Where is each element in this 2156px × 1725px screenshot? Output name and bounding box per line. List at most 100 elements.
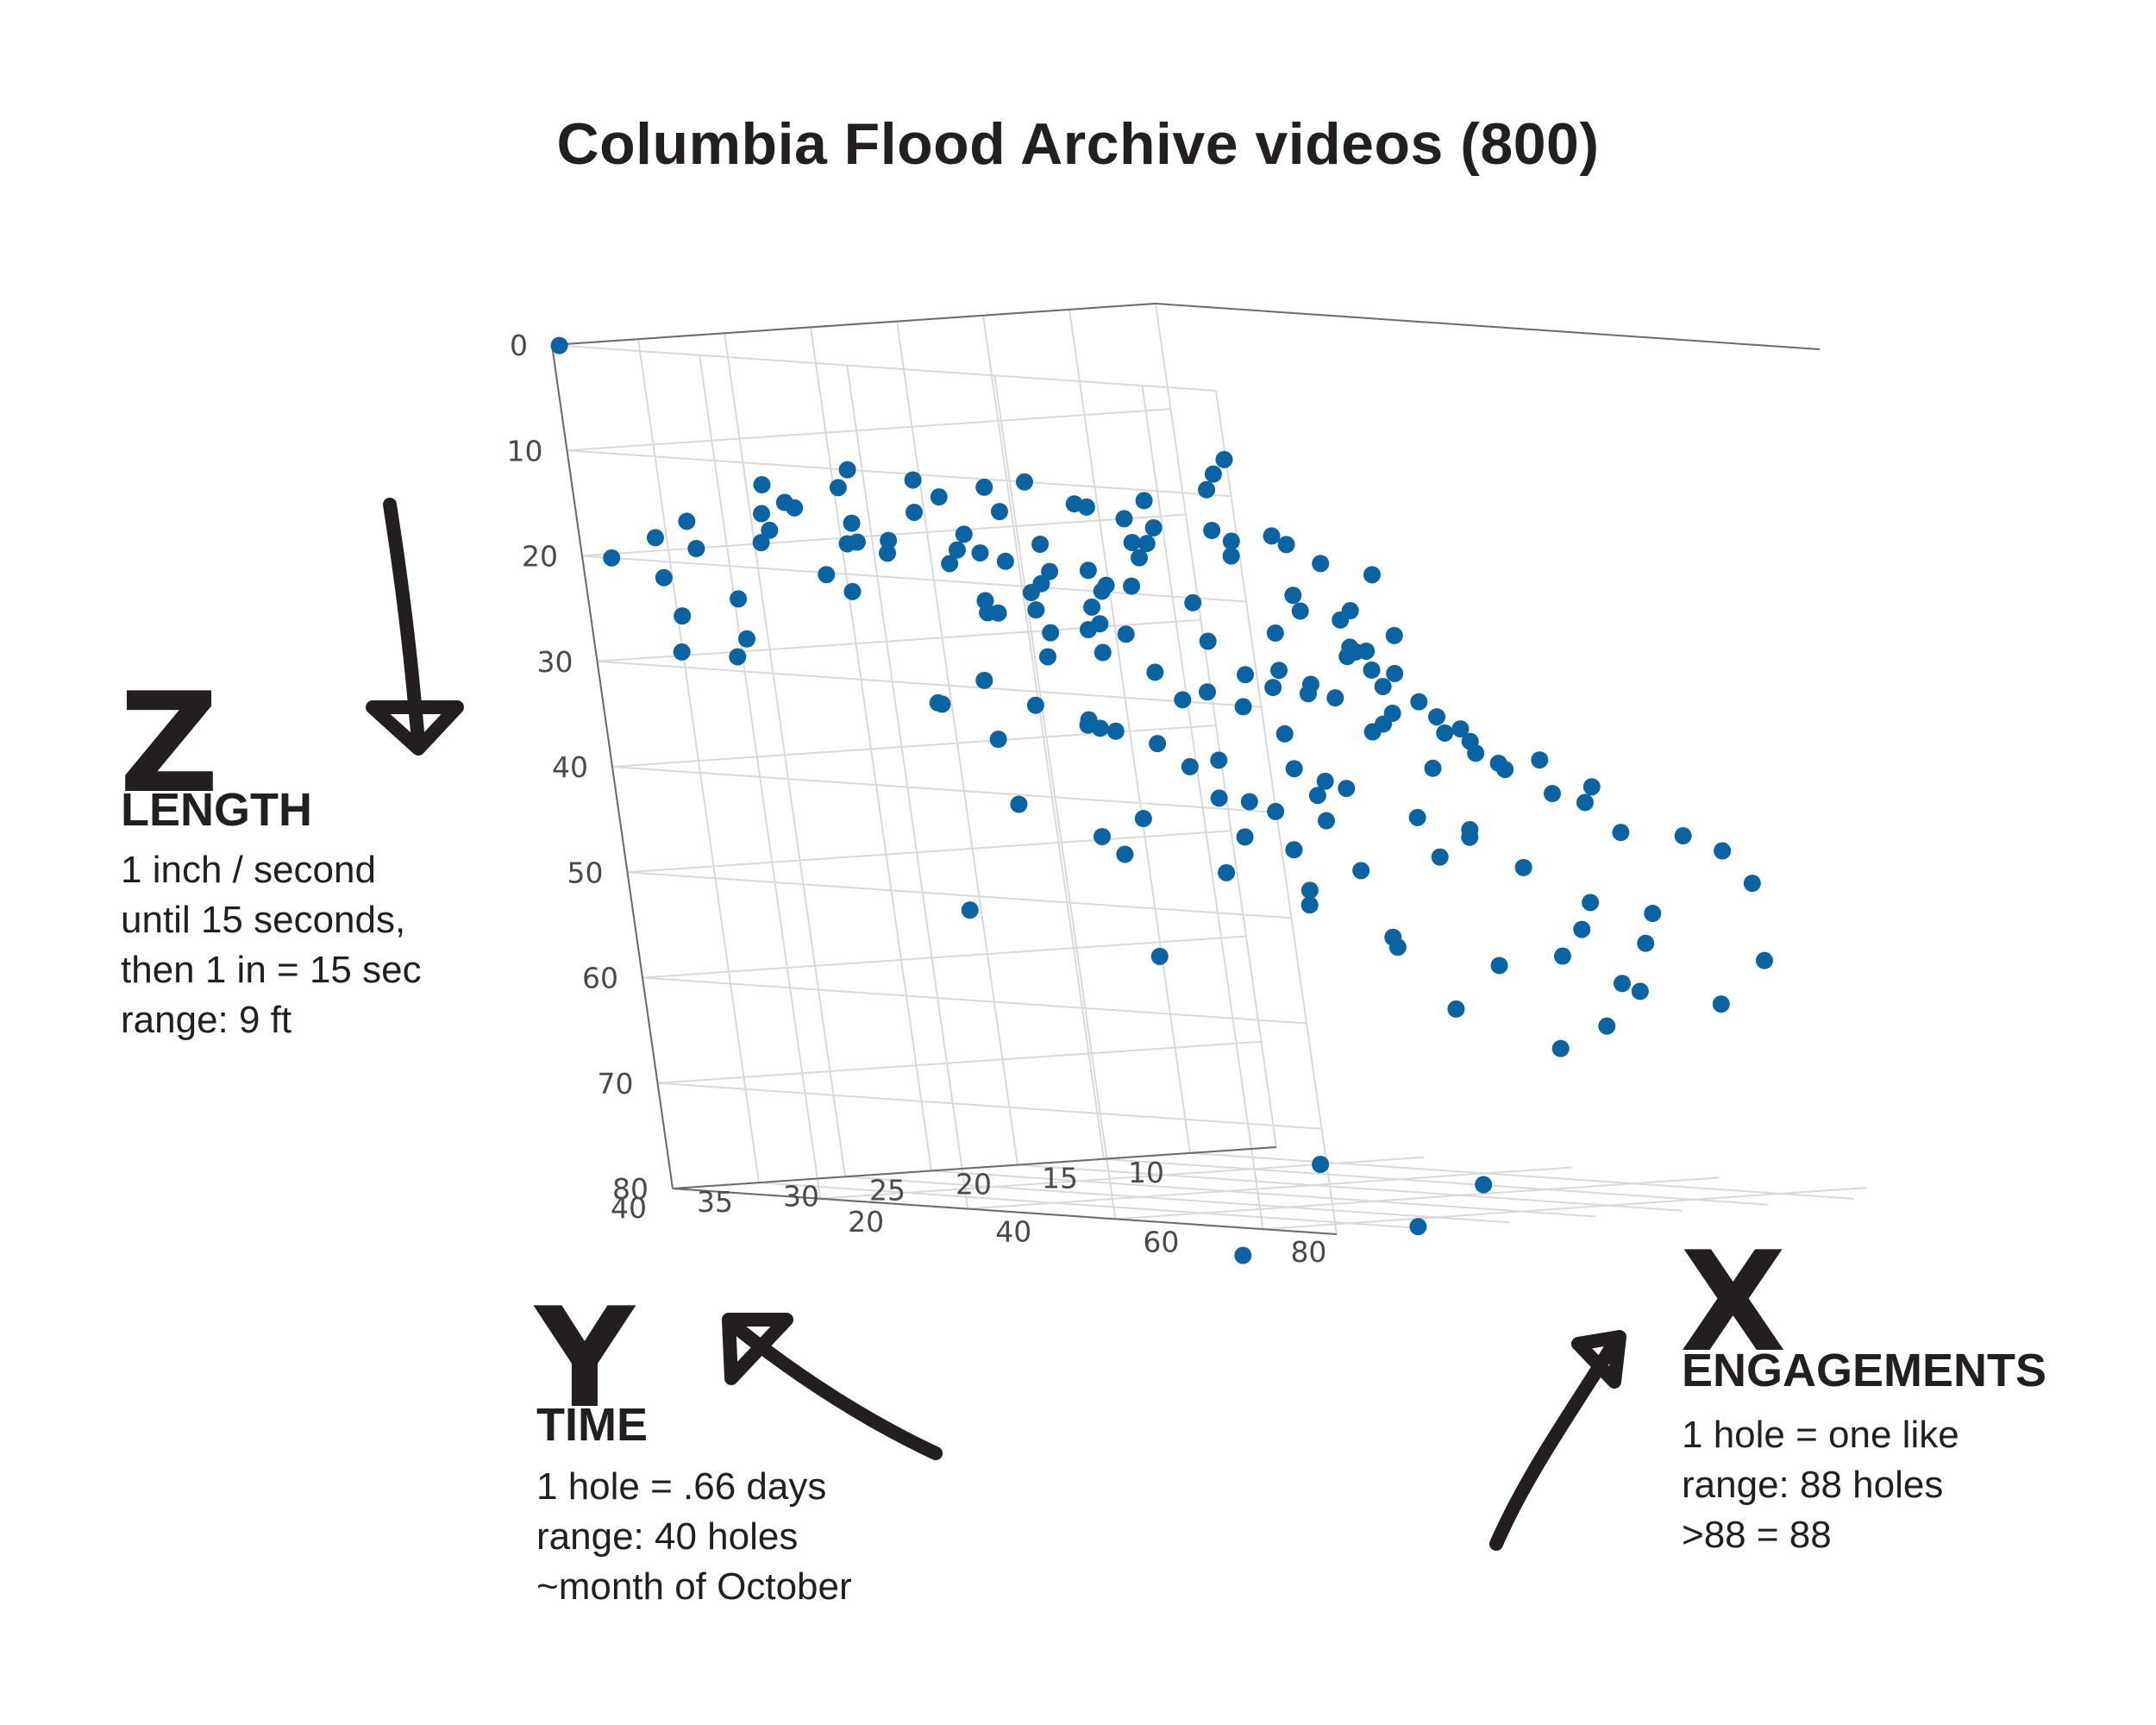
y-tick-label: 10 (1128, 1156, 1164, 1189)
data-point (1093, 582, 1111, 600)
data-point (1015, 473, 1033, 491)
chart-title: Columbia Flood Archive videos (800) (556, 111, 1600, 177)
z-tick-label: 50 (567, 856, 604, 889)
y-tick-label: 40 (611, 1191, 647, 1225)
z-tick-label: 30 (537, 645, 573, 679)
z-arrow (383, 498, 425, 749)
z-tick-label: 40 (552, 750, 588, 784)
data-point (1031, 536, 1050, 554)
data-point (738, 630, 755, 648)
gridline (1263, 1187, 1867, 1231)
data-point (1408, 808, 1426, 826)
y-tick-label: 35 (697, 1185, 733, 1219)
x-axis-letter: X (1680, 1221, 1787, 1383)
data-point (971, 544, 989, 562)
data-point (1637, 934, 1655, 952)
gridline (627, 830, 1232, 874)
data-point (1210, 789, 1228, 807)
data-point (673, 643, 691, 661)
y-tick-label: 25 (869, 1173, 906, 1207)
gridline (1017, 1164, 1683, 1212)
z-axis-note-line: until 15 seconds, (121, 899, 406, 941)
data-point (1115, 510, 1133, 528)
data-point (1131, 549, 1149, 567)
data-point (1612, 824, 1630, 842)
z-axis-note-line: then 1 in = 15 sec (121, 949, 422, 991)
y-axis-name: TIME (536, 1399, 648, 1451)
data-point (1234, 698, 1252, 716)
data-point (1461, 828, 1479, 846)
data-point (1199, 632, 1217, 650)
gridline (844, 1176, 1510, 1224)
data-point (1083, 598, 1101, 616)
data-point (786, 499, 804, 517)
data-point (1240, 793, 1258, 811)
data-point (1383, 704, 1401, 722)
data-point (1755, 951, 1773, 969)
data-point (1312, 555, 1330, 573)
gridline (657, 1082, 1322, 1130)
x-tick-label: 40 (995, 1215, 1031, 1249)
data-point (818, 566, 836, 584)
data-point (941, 555, 959, 573)
data-point (1144, 518, 1163, 536)
gridline (657, 1040, 1262, 1084)
data-point (1094, 827, 1111, 845)
data-point (904, 471, 922, 489)
data-point (1080, 711, 1098, 729)
data-point (1436, 724, 1454, 742)
data-point (1117, 625, 1135, 643)
data-point (1363, 723, 1382, 741)
data-point (1204, 465, 1222, 483)
gridline (1189, 1151, 1855, 1200)
data-point (1237, 666, 1254, 684)
data-point (1551, 1039, 1570, 1057)
data-point (753, 476, 771, 494)
data-point (1582, 894, 1600, 912)
gridline (968, 1166, 1572, 1210)
axis-edge (672, 1188, 1338, 1235)
z-tick-label: 0 (510, 329, 528, 362)
data-point (1386, 664, 1404, 682)
annotation-arrows (366, 498, 1626, 1551)
data-point (1150, 947, 1169, 965)
gridline (627, 871, 1292, 919)
data-point (1236, 828, 1254, 846)
data-point (1451, 720, 1470, 738)
data-point (930, 488, 948, 506)
data-point (1490, 957, 1508, 975)
data-point (1428, 708, 1446, 726)
data-point (1553, 947, 1571, 965)
data-point (1184, 593, 1202, 612)
data-point (1146, 663, 1164, 681)
data-point (1338, 648, 1357, 666)
data-point (1138, 535, 1156, 553)
data-point (1317, 812, 1335, 830)
data-point (1424, 759, 1442, 777)
data-point (1094, 643, 1112, 662)
data-point (1218, 863, 1236, 881)
gridline (642, 976, 1307, 1025)
data-point (1352, 862, 1370, 880)
data-point (961, 901, 979, 919)
y-axis-notes: 1 hole = .66 days range: 40 holes ~month o… (536, 1462, 852, 1612)
data-point (1198, 683, 1216, 701)
data-point (1264, 679, 1282, 697)
data-point (1222, 532, 1240, 550)
grid-lines (551, 303, 1867, 1235)
data-point (550, 336, 568, 354)
data-point (1284, 586, 1302, 605)
x-tick-label: 60 (1143, 1225, 1179, 1258)
gridline (567, 408, 1171, 452)
gridline (642, 935, 1247, 979)
data-point (1267, 802, 1285, 820)
z-tick-label: 70 (598, 1067, 634, 1101)
data-point (1291, 602, 1309, 620)
data-point (1106, 722, 1125, 740)
data-point (1042, 624, 1060, 642)
data-point (1447, 1000, 1465, 1018)
data-point (1363, 566, 1381, 584)
data-point (1431, 848, 1449, 866)
